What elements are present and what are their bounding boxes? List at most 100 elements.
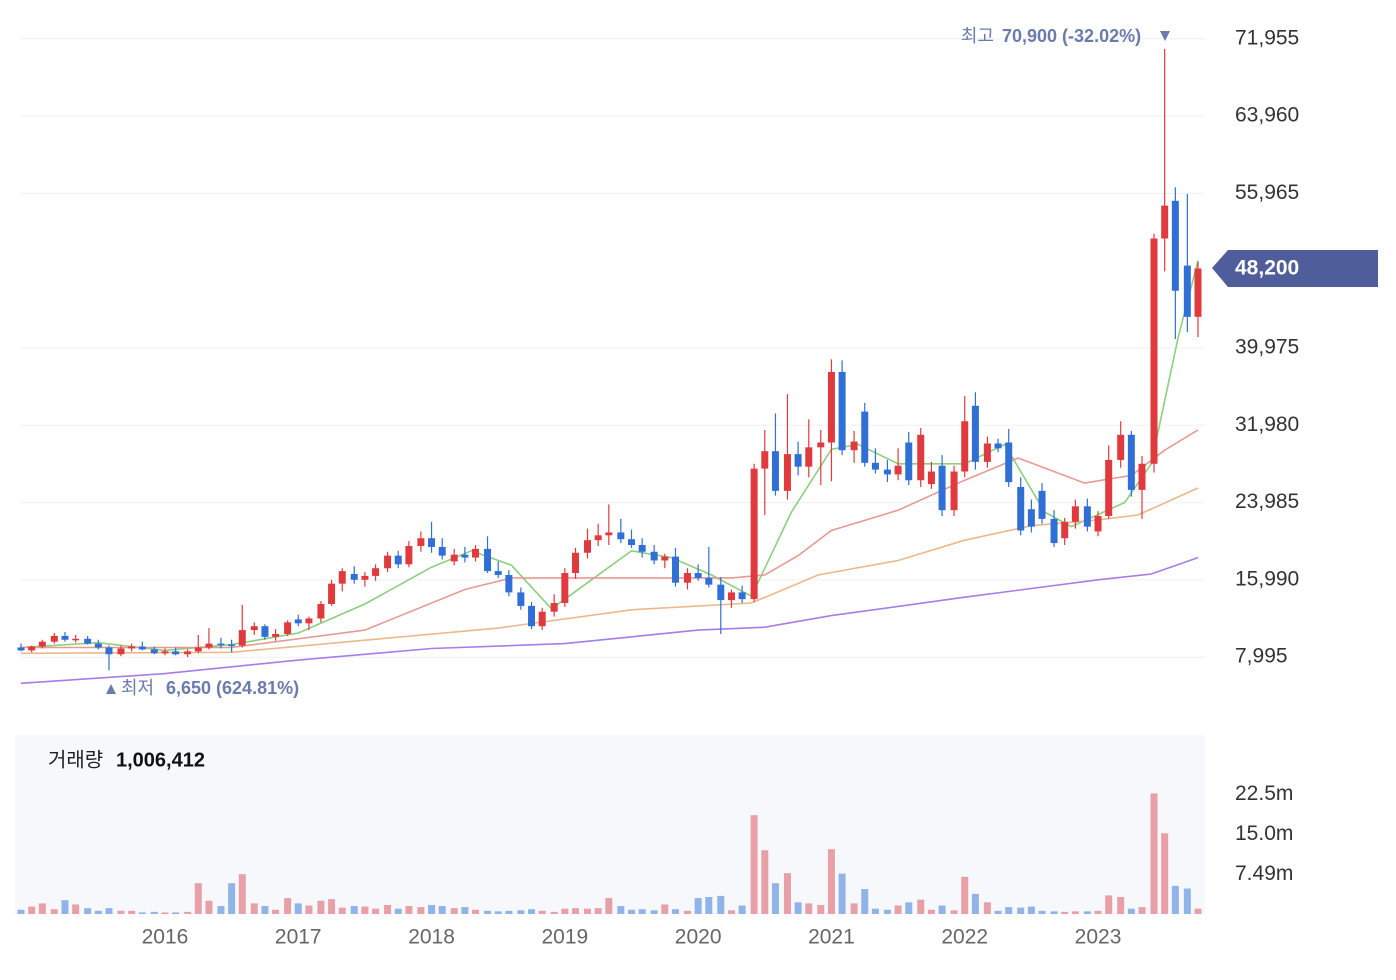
candle-body [461, 554, 469, 558]
low-value: 6,650 (624.81%) [166, 678, 299, 698]
candle-body [150, 649, 158, 654]
volume-bar [17, 909, 25, 914]
candle-body [1005, 442, 1013, 483]
volume-bar [361, 906, 369, 914]
volume-bar [128, 910, 136, 914]
volume-bar [205, 900, 213, 914]
candle-body [1094, 515, 1102, 532]
volume-bar [1094, 910, 1102, 914]
volume-bar [472, 909, 480, 914]
candle-body [172, 651, 180, 655]
volume-bar [1027, 906, 1035, 914]
volume-bar [971, 893, 979, 914]
volume-bar [1105, 895, 1113, 914]
candle-body [84, 638, 92, 644]
candle-body [838, 371, 846, 451]
volume-bar [538, 910, 546, 914]
volume-bar [761, 850, 769, 914]
candle-body [1117, 434, 1125, 460]
candle-body [783, 454, 791, 491]
volume-bar [827, 849, 835, 914]
volume-bar [572, 908, 580, 914]
candle-body [961, 421, 969, 472]
volume-bar [894, 905, 902, 914]
candle-body [438, 546, 446, 556]
volume-bar [350, 906, 358, 914]
candle-body [950, 471, 958, 511]
candle-body [194, 647, 202, 652]
x-tick-label: 2021 [808, 926, 855, 949]
candle-body [338, 571, 346, 584]
candle-body [561, 573, 569, 604]
candle-body [1050, 518, 1058, 544]
current-price: 48,200 [1235, 257, 1299, 280]
volume-bar [994, 910, 1002, 914]
volume-bar [250, 903, 258, 914]
candle-body [750, 468, 758, 600]
volume-bar [694, 898, 702, 914]
volume-bar [905, 902, 913, 914]
current-price-tag [1212, 250, 1378, 287]
volume-bar [405, 906, 413, 914]
candle-body [17, 647, 25, 651]
volume-bar [617, 906, 625, 914]
x-tick-label: 2017 [275, 926, 322, 949]
candle-body [1083, 506, 1091, 527]
candle-body [428, 538, 436, 547]
volume-bar [1038, 910, 1046, 914]
volume-bar [494, 911, 502, 914]
volume-bar [1071, 911, 1079, 914]
candle-body [94, 643, 102, 648]
volume-bar [428, 904, 436, 914]
candle-body [671, 556, 679, 583]
volume-bar [105, 908, 113, 914]
y-tick-label: 71,955 [1235, 26, 1299, 49]
volume-bar [883, 909, 891, 914]
candle-body [28, 646, 36, 651]
volume-bar [838, 873, 846, 914]
volume-tick-label: 22.5m [1235, 782, 1293, 805]
volume-bar [172, 912, 180, 914]
x-tick-label: 2020 [675, 926, 722, 949]
candle-body [617, 532, 625, 540]
volume-bar [584, 908, 592, 914]
candle-body [572, 552, 580, 574]
volume-bar [717, 895, 725, 914]
volume-bar [917, 899, 925, 914]
volume-bar [294, 903, 302, 914]
candle-body [138, 646, 146, 650]
y-tick-label: 31,980 [1235, 413, 1299, 436]
high-label: 최고 [961, 26, 994, 46]
volume-bar [305, 905, 313, 914]
candle-body [250, 626, 258, 631]
y-tick-label: 55,965 [1235, 181, 1299, 204]
candle-body [417, 538, 425, 546]
volume-bar [328, 899, 336, 914]
candle-body [1105, 459, 1113, 516]
volume-bar [1171, 885, 1179, 914]
candle-body [517, 592, 525, 606]
candle-body [971, 405, 979, 462]
volume-bar [661, 904, 669, 914]
volume-bar [317, 900, 325, 914]
x-tick-label: 2019 [541, 926, 588, 949]
volume-bar [627, 909, 635, 914]
candle-body [827, 371, 835, 443]
volume-bar [1017, 907, 1025, 914]
volume-bar [1117, 897, 1125, 914]
volume-bar [238, 874, 246, 914]
candle-body [871, 462, 879, 470]
volume-bar [783, 873, 791, 914]
y-tick-label: 7,995 [1235, 645, 1288, 668]
candle-body [683, 573, 691, 583]
candle-body [472, 548, 480, 558]
candle-body [450, 554, 458, 562]
candle-body [705, 577, 713, 585]
volume-bar [738, 905, 746, 914]
candle-body [1194, 268, 1202, 317]
volume-panel [15, 735, 1205, 914]
candle-body [528, 605, 536, 627]
candle-body [905, 442, 913, 481]
volume-bar [750, 815, 758, 914]
